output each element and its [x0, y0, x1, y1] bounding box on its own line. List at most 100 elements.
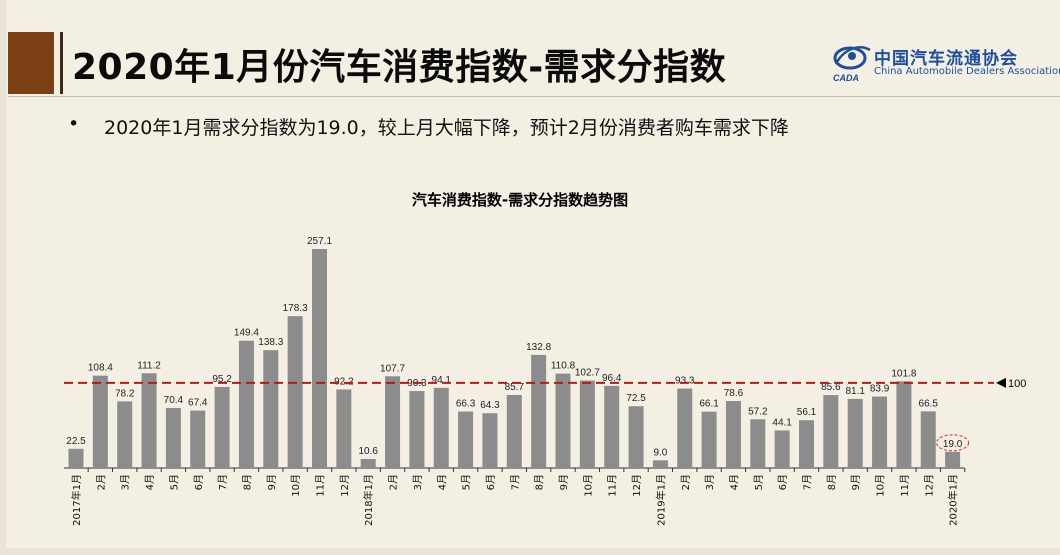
- x-tick-label: 7月: [509, 474, 521, 490]
- bar: [945, 451, 961, 468]
- bar-value-label: 178.3: [283, 303, 308, 314]
- slide-left-frame: [0, 0, 6, 555]
- x-tick-label: 3月: [704, 474, 716, 490]
- slide-title: 2020年1月份汽车消费指数-需求分指数: [72, 47, 727, 88]
- bar: [920, 411, 936, 468]
- cada-logo: CADA: [833, 46, 871, 83]
- bar-value-label: 44.1: [772, 417, 792, 428]
- bar: [799, 420, 814, 468]
- bar-value-label: 95.2: [212, 374, 232, 385]
- bar: [165, 408, 181, 468]
- bar-value-label: 94.1: [432, 375, 452, 386]
- bar: [628, 406, 644, 468]
- slide-bottom-frame: [0, 548, 1060, 555]
- x-tick-label: 3月: [412, 474, 424, 490]
- bar: [725, 401, 741, 468]
- bar: [141, 373, 157, 468]
- x-tick-label: 7月: [217, 474, 229, 490]
- bar-value-label: 138.3: [258, 337, 283, 348]
- bar-value-label: 81.1: [845, 386, 865, 397]
- bar: [68, 448, 84, 468]
- x-tick-label: 9月: [558, 474, 570, 490]
- x-tick-label: 6月: [193, 474, 205, 490]
- bar-value-label: 108.4: [88, 363, 113, 374]
- bar: [190, 410, 206, 468]
- reference-marker-icon: [996, 377, 1006, 388]
- bar: [896, 381, 912, 468]
- bullet-symbol: •: [68, 113, 80, 135]
- x-tick-label: 4月: [728, 474, 740, 490]
- bar: [750, 419, 766, 468]
- x-tick-label: 5月: [753, 474, 765, 490]
- bar-value-label: 9.0: [653, 447, 667, 458]
- bar: [117, 401, 133, 468]
- bar-value-label: 101.8: [891, 368, 916, 379]
- bar-value-label: 66.3: [456, 399, 476, 410]
- bar-value-label: 56.1: [797, 407, 817, 418]
- bar: [531, 354, 547, 468]
- x-tick-label: 3月: [120, 474, 132, 490]
- chart-title: 汽车消费指数-需求分指数趋势图: [411, 191, 629, 209]
- bar: [774, 430, 790, 468]
- bar-value-label: 70.4: [164, 395, 184, 406]
- bar: [336, 389, 352, 468]
- bar-value-label: 149.4: [234, 328, 259, 339]
- x-tick-label: 10月: [582, 474, 594, 497]
- bar: [872, 396, 888, 468]
- bar-value-label: 64.3: [480, 400, 500, 411]
- bar: [287, 316, 303, 468]
- title-accent-block: [8, 32, 54, 94]
- bar: [579, 380, 595, 468]
- highlight-circle: [936, 434, 970, 452]
- bar-value-label: 19.0: [943, 439, 963, 450]
- x-tick-label: 10月: [290, 474, 302, 497]
- x-tick-label: 5月: [461, 474, 473, 490]
- bar-value-label: 22.5: [66, 436, 86, 447]
- bar-value-label: 85.6: [821, 382, 841, 393]
- swirl-globe-icon: [833, 46, 871, 70]
- x-tick-label: 8月: [534, 474, 546, 490]
- x-tick-label: 5月: [168, 474, 180, 490]
- logo-name-en: China Automobile Dealers Association: [874, 66, 1060, 77]
- bar: [458, 411, 474, 468]
- x-tick-label: 4月: [144, 474, 156, 490]
- bar-value-label: 102.7: [575, 368, 600, 379]
- x-tick-label: 9月: [266, 474, 278, 490]
- bar: [214, 386, 230, 468]
- bar-value-label: 66.1: [699, 399, 719, 410]
- x-tick-label: 7月: [802, 474, 814, 490]
- x-tick-label: 6月: [485, 474, 497, 490]
- x-tick-label: 12月: [339, 474, 351, 497]
- logo-name-cn: 中国汽车流通协会: [874, 49, 1018, 69]
- x-tick-label: 10月: [875, 474, 887, 497]
- x-tick-label: 2018年1月: [362, 474, 375, 526]
- x-tick-label: 2月: [95, 474, 107, 490]
- bar: [360, 458, 376, 468]
- bar-value-label: 57.2: [748, 406, 768, 417]
- bar: [701, 411, 717, 468]
- x-tick-label: 12月: [631, 474, 643, 497]
- x-tick-label: 2月: [680, 474, 692, 490]
- bar-value-label: 72.5: [626, 393, 646, 404]
- bar-value-label: 96.4: [602, 373, 622, 384]
- title-accent-line: [60, 32, 63, 94]
- bar: [506, 395, 522, 468]
- bar-value-label: 110.8: [551, 361, 576, 372]
- bar: [604, 385, 620, 468]
- x-tick-label: 8月: [826, 474, 838, 490]
- bar-value-label: 67.4: [188, 398, 208, 409]
- reference-line-label: 100: [1008, 378, 1026, 390]
- x-tick-label: 2020年1月: [947, 474, 960, 526]
- x-tick-label: 2019年1月: [654, 474, 667, 526]
- bar: [263, 350, 279, 468]
- bar-value-label: 93.3: [675, 376, 695, 387]
- logo-mark-text: CADA: [833, 73, 859, 83]
- title-divider: [8, 96, 1060, 97]
- bar-value-label: 78.6: [724, 388, 744, 399]
- x-tick-label: 2017年1月: [70, 474, 83, 526]
- x-tick-label: 11月: [899, 474, 911, 497]
- bar: [555, 373, 571, 468]
- bar-value-label: 85.7: [505, 382, 525, 393]
- bar: [847, 398, 863, 468]
